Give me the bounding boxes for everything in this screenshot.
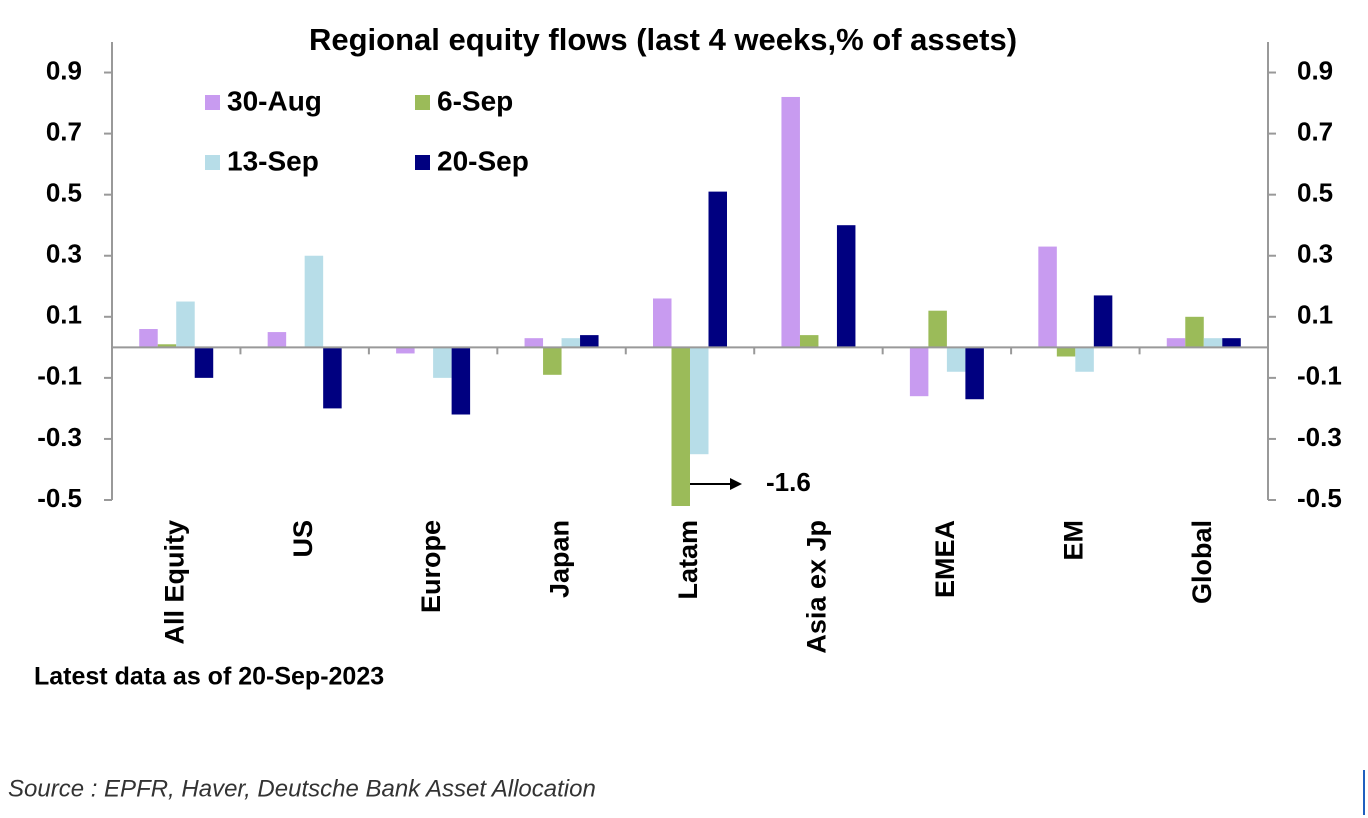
- x-tick-label: EM: [1058, 520, 1088, 561]
- y2-tick-label: 0.5: [1297, 178, 1333, 208]
- y-tick-label: -0.5: [37, 483, 82, 513]
- bar: [524, 338, 544, 348]
- x-tick-label: Europe: [416, 520, 446, 613]
- bar: [708, 191, 727, 348]
- bar: [323, 347, 342, 409]
- bar: [781, 96, 800, 348]
- x-tick-label: Global: [1187, 520, 1217, 604]
- bar: [543, 347, 562, 375]
- source: Source : EPFR, Haver, Deutsche Bank Asse…: [8, 775, 596, 802]
- chart-title: Regional equity flows (last 4 weeks,% of…: [309, 22, 1017, 57]
- x-tick-label: Latam: [673, 520, 703, 600]
- bar: [1056, 347, 1076, 357]
- legend-swatch: [415, 155, 430, 170]
- bar: [836, 225, 856, 348]
- y-tick-label: 0.1: [46, 300, 82, 330]
- note: Latest data as of 20-Sep-2023: [34, 663, 384, 691]
- bar: [909, 347, 929, 397]
- y2-tick-label: 0.3: [1297, 239, 1333, 269]
- bar: [1222, 338, 1241, 348]
- bar: [561, 338, 581, 348]
- bar: [157, 344, 177, 348]
- legend-swatch: [205, 155, 220, 170]
- y2-tick-label: 0.9: [1297, 55, 1333, 85]
- legend-label: 20-Sep: [437, 145, 529, 176]
- bar: [928, 310, 947, 348]
- bar: [1075, 347, 1094, 372]
- y2-tick-label: -0.1: [1297, 361, 1342, 391]
- bar: [433, 347, 452, 378]
- bar: [580, 335, 599, 348]
- bar: [1093, 295, 1113, 348]
- y-tick-label: -0.1: [37, 361, 82, 391]
- legend-swatch: [205, 95, 220, 110]
- legend-label: 6-Sep: [437, 85, 513, 116]
- bar: [946, 347, 966, 372]
- bar: [139, 329, 158, 348]
- annotation-arrowhead: [730, 478, 742, 490]
- bar: [1185, 316, 1204, 348]
- y2-tick-label: 0.1: [1297, 300, 1333, 330]
- x-tick-label: All Equity: [159, 520, 189, 645]
- x-tick-label: EMEA: [930, 520, 960, 598]
- bar: [671, 347, 690, 506]
- bar: [965, 347, 984, 400]
- bar: [396, 347, 415, 354]
- bar: [1203, 338, 1223, 348]
- x-tick-label: US: [288, 520, 318, 558]
- y-tick-label: 0.9: [46, 55, 82, 85]
- bar: [267, 332, 287, 348]
- y-tick-label: 0.5: [46, 178, 82, 208]
- x-tick-label: Asia ex Jp: [802, 520, 832, 654]
- legend-label: 13-Sep: [227, 145, 319, 176]
- bar: [690, 347, 709, 455]
- y-tick-label: -0.3: [37, 422, 82, 452]
- bar: [451, 347, 471, 415]
- y2-tick-label: -0.5: [1297, 483, 1342, 513]
- y-tick-label: 0.7: [46, 116, 82, 146]
- plot-area: [139, 96, 1241, 506]
- annotation: -1.6: [766, 467, 811, 497]
- bar: [194, 347, 214, 378]
- y2-tick-label: 0.7: [1297, 116, 1333, 146]
- y-tick-label: 0.3: [46, 239, 82, 269]
- bar: [176, 301, 195, 348]
- bar: [799, 335, 819, 348]
- legend-swatch: [415, 95, 430, 110]
- bar: [1166, 338, 1186, 348]
- bar: [653, 298, 672, 348]
- bar: [1038, 246, 1057, 348]
- legend-label: 30-Aug: [227, 85, 322, 116]
- x-tick-label: Japan: [545, 520, 575, 598]
- bar: [304, 255, 324, 348]
- y2-tick-label: -0.3: [1297, 422, 1342, 452]
